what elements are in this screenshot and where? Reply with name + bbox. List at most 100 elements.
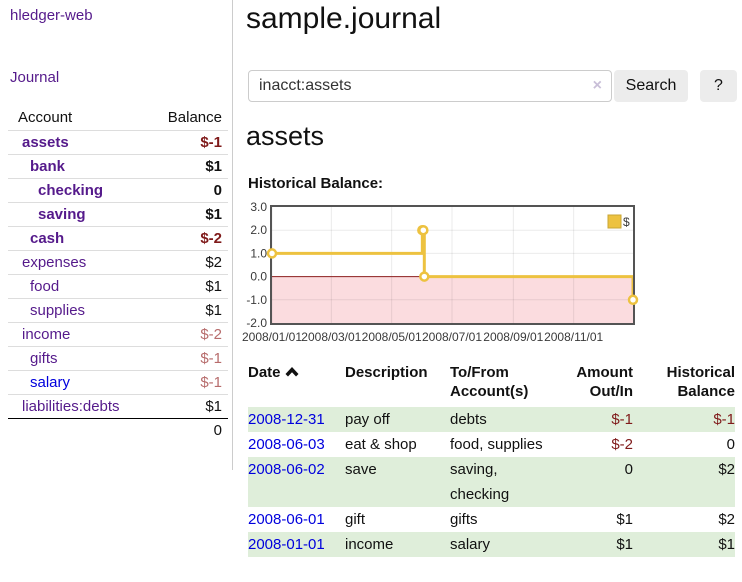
transaction-accounts: food, supplies bbox=[450, 436, 543, 453]
account-row: gifts $-1 bbox=[8, 346, 228, 370]
chart-x-tick-label: 2008/07/01 bbox=[422, 330, 482, 344]
chart-data-point bbox=[266, 248, 278, 259]
chart-data-point bbox=[627, 294, 639, 306]
transaction-date-link[interactable]: 2008-06-02 bbox=[248, 461, 325, 478]
sidebar-item-journal[interactable]: Journal bbox=[10, 69, 60, 86]
register-column-header: Description bbox=[345, 364, 428, 381]
chart-y-tick-label: -1.0 bbox=[246, 293, 267, 307]
page-title: sample.journal bbox=[246, 2, 442, 35]
account-balance: $-1 bbox=[200, 374, 222, 391]
transaction-date-link[interactable]: 2008-01-01 bbox=[248, 536, 325, 553]
account-row: cash $-2 bbox=[8, 226, 228, 250]
transaction-balance: $2 bbox=[718, 461, 735, 478]
account-link[interactable]: checking bbox=[38, 182, 104, 199]
transaction-description: save bbox=[345, 461, 377, 478]
register-row: 2008-01-01 income salary $1 $1 bbox=[248, 532, 735, 557]
account-row: supplies $1 bbox=[8, 298, 228, 322]
transaction-amount: $1 bbox=[616, 511, 633, 528]
chart-y-tick-label: -2.0 bbox=[246, 316, 267, 330]
transaction-balance: $1 bbox=[718, 536, 735, 553]
transaction-description: gift bbox=[345, 511, 366, 528]
account-row: salary $-1 bbox=[8, 370, 228, 394]
account-link[interactable]: liabilities:debts bbox=[22, 398, 120, 415]
account-balance: $-1 bbox=[200, 134, 222, 151]
chart-legend-swatch bbox=[607, 214, 622, 229]
accounts-table-header: Account Balance bbox=[8, 105, 228, 130]
account-balance: $2 bbox=[205, 254, 222, 271]
account-balance: 0 bbox=[213, 182, 222, 199]
register-column-header: To/From Account(s) bbox=[450, 364, 529, 400]
transaction-accounts: debts bbox=[450, 411, 487, 428]
transaction-balance: $2 bbox=[718, 511, 735, 528]
account-link[interactable]: cash bbox=[30, 230, 65, 247]
chart-y-tick-label: 2.0 bbox=[250, 223, 267, 237]
sidebar-divider bbox=[232, 0, 233, 470]
transaction-description: eat & shop bbox=[345, 436, 417, 453]
chart-x-tick-label: 2008/05/01 bbox=[362, 330, 422, 344]
chart-x-tick-label: 2008/03/01 bbox=[301, 330, 361, 344]
transaction-balance: 0 bbox=[726, 436, 735, 453]
chart-x-tick-label: 2008/11/01 bbox=[544, 330, 603, 344]
accounts-total-value: 0 bbox=[213, 422, 222, 439]
balance-column-header: Balance bbox=[167, 109, 222, 126]
clear-search-icon[interactable]: × bbox=[592, 77, 602, 94]
accounts-total-row: 0 bbox=[8, 418, 228, 442]
transaction-accounts: gifts bbox=[450, 511, 478, 528]
transaction-amount: $1 bbox=[616, 536, 633, 553]
account-row: checking 0 bbox=[8, 178, 228, 202]
account-link[interactable]: salary bbox=[30, 374, 71, 391]
account-column-header: Account bbox=[18, 109, 73, 126]
account-link[interactable]: gifts bbox=[30, 350, 58, 367]
transaction-description: income bbox=[345, 536, 394, 553]
account-balance: $-1 bbox=[200, 350, 222, 367]
search-button[interactable]: Search bbox=[614, 70, 688, 102]
account-row: expenses $2 bbox=[8, 250, 228, 274]
chart-x-tick-label: 2008/09/01 bbox=[483, 330, 543, 344]
register-table: Date Description To/From Account(s) Amount Ou… bbox=[248, 363, 735, 557]
register-column-header[interactable]: Date bbox=[248, 363, 345, 407]
transaction-balance: $-1 bbox=[713, 411, 735, 428]
account-row: liabilities:debts $1 bbox=[8, 394, 228, 418]
register-header-row: Date Description To/From Account(s) Amount Ou… bbox=[248, 363, 735, 407]
account-row: bank $1 bbox=[8, 154, 228, 178]
transaction-date-link[interactable]: 2008-06-01 bbox=[248, 511, 325, 528]
account-balance: $1 bbox=[205, 398, 222, 415]
account-link[interactable]: bank bbox=[30, 158, 66, 175]
account-row: income $-2 bbox=[8, 322, 228, 346]
transaction-date-link[interactable]: 2008-06-03 bbox=[248, 436, 325, 453]
app-title-link[interactable]: hledger-web bbox=[10, 7, 93, 24]
account-link[interactable]: expenses bbox=[22, 254, 87, 271]
account-balance: $1 bbox=[205, 302, 222, 319]
chart-negative-region bbox=[272, 276, 633, 323]
chart-data-point bbox=[418, 224, 429, 236]
transaction-amount: $-1 bbox=[611, 411, 633, 428]
chart-legend-label: $ bbox=[623, 215, 630, 229]
transaction-date-link[interactable]: 2008-12-31 bbox=[248, 411, 325, 428]
account-row: saving $1 bbox=[8, 202, 228, 226]
chart-plot-border bbox=[270, 205, 635, 325]
account-balance: $-2 bbox=[200, 230, 222, 247]
transaction-accounts: salary bbox=[450, 536, 491, 553]
account-balance: $1 bbox=[205, 206, 222, 223]
account-link[interactable]: assets bbox=[22, 134, 69, 151]
account-link[interactable]: income bbox=[22, 326, 71, 343]
transaction-amount: 0 bbox=[624, 461, 633, 478]
search-input[interactable] bbox=[259, 71, 589, 101]
transaction-description: pay off bbox=[345, 411, 390, 428]
help-button[interactable]: ? bbox=[700, 70, 737, 102]
account-link[interactable]: saving bbox=[38, 206, 86, 223]
register-row: 2008-06-01 gift gifts $1 $2 bbox=[248, 507, 735, 532]
register-column-header: Amount Out/In bbox=[576, 364, 633, 400]
account-heading: assets bbox=[246, 121, 325, 151]
chart-y-tick-label: 3.0 bbox=[250, 200, 267, 214]
account-link[interactable]: supplies bbox=[30, 302, 86, 319]
chart-y-tick-label: 1.0 bbox=[250, 246, 267, 260]
account-balance: $1 bbox=[205, 278, 222, 295]
transaction-accounts: saving, checking bbox=[450, 461, 510, 503]
account-link[interactable]: food bbox=[30, 278, 60, 295]
chart-data-point bbox=[419, 271, 430, 282]
transaction-amount: $-2 bbox=[611, 436, 633, 453]
register-row: 2008-06-02 save saving, checking 0 $2 bbox=[248, 457, 735, 507]
accounts-table: Account Balance assets $-1 bank $1 checking 0… bbox=[8, 105, 228, 442]
